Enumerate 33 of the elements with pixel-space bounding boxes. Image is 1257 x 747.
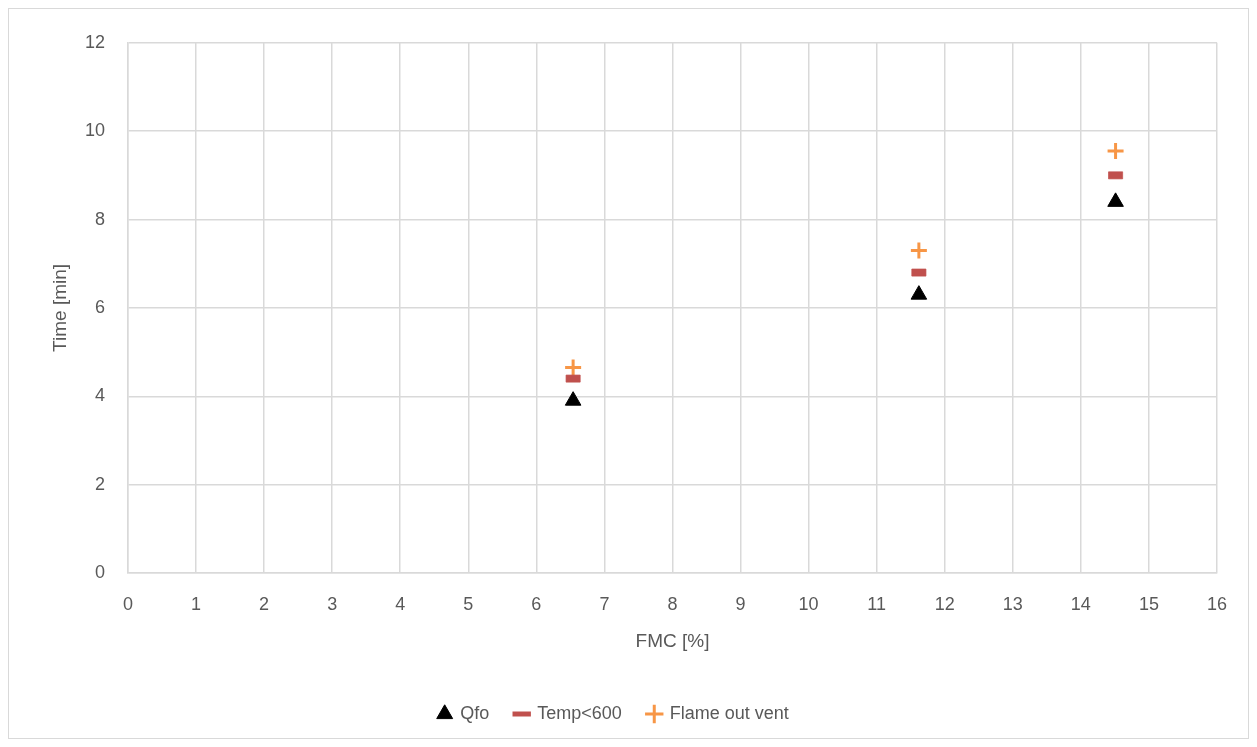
point xyxy=(910,285,928,300)
x-tick-label: 1 xyxy=(191,593,202,614)
y-tick-label: 12 xyxy=(84,31,105,52)
x-tick-label: 0 xyxy=(122,593,134,614)
y-tick-label: 10 xyxy=(84,120,105,141)
x-tick-label: 6 xyxy=(531,593,542,614)
point xyxy=(1106,141,1126,161)
x-tick-label: 8 xyxy=(667,593,678,614)
x-tick-label: 7 xyxy=(599,593,610,614)
x-tick-label: 4 xyxy=(395,593,406,614)
point xyxy=(564,391,582,406)
point xyxy=(909,240,929,260)
y-tick-label: 2 xyxy=(94,473,105,494)
y-axis-title: Time [min] xyxy=(48,263,70,352)
x-tick-label: 5 xyxy=(463,593,474,614)
legend-label: Temp<600 xyxy=(537,702,622,723)
x-tick-label: 13 xyxy=(1002,593,1023,614)
y-tick-label: 6 xyxy=(94,296,105,317)
x-tick-label: 16 xyxy=(1206,593,1227,614)
legend-label: Flame out vent xyxy=(669,702,789,723)
x-tick-label: 9 xyxy=(735,593,746,614)
x-tick-label: 2 xyxy=(259,593,270,614)
y-tick-label: 4 xyxy=(94,385,105,406)
x-tick-label: 3 xyxy=(327,593,338,614)
y-tick-label: 8 xyxy=(94,208,105,229)
x-axis-title: FMC [%] xyxy=(635,629,710,651)
x-tick-label: 12 xyxy=(934,593,955,614)
legend-label: Qfo xyxy=(460,702,490,723)
x-tick-label: 14 xyxy=(1070,593,1091,614)
x-tick-label: 15 xyxy=(1138,593,1159,614)
x-tick-label: 11 xyxy=(867,593,887,614)
x-tick-label: 10 xyxy=(798,593,819,614)
y-tick-label: 0 xyxy=(94,561,105,582)
